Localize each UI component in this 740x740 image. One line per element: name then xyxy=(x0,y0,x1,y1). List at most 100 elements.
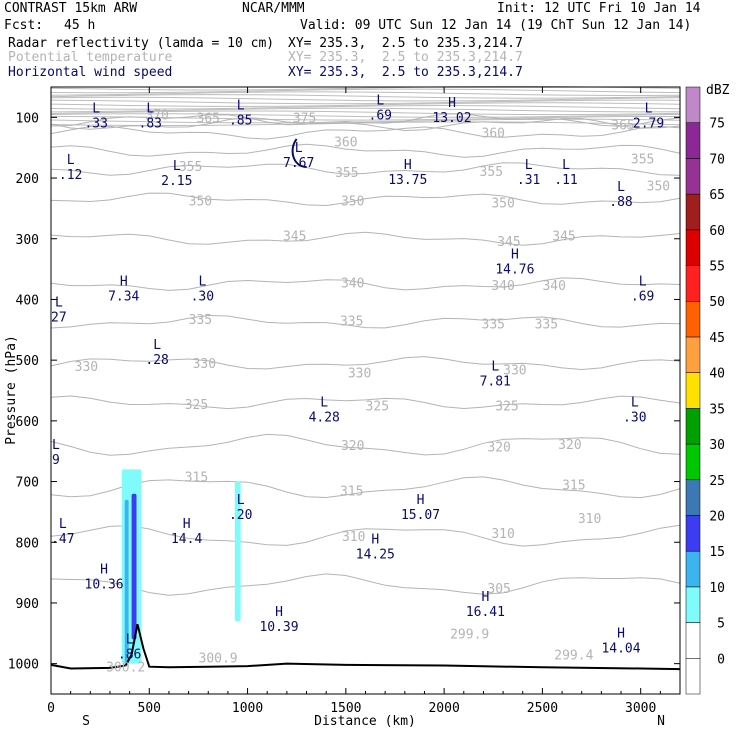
x-tick-label: 2000 xyxy=(428,701,459,716)
x-tick-label: 2500 xyxy=(527,701,558,716)
colorbar-swatch xyxy=(685,443,701,481)
wind-extremum-type: H xyxy=(417,493,425,508)
theta-label: 320 xyxy=(341,439,364,454)
wind-extremum-value: 14.04 xyxy=(601,641,640,656)
theta-label: 355 xyxy=(179,160,202,175)
north-end-label: N xyxy=(657,714,665,729)
colorbar-label: 15 xyxy=(709,545,725,560)
colorbar-swatch xyxy=(685,193,701,231)
colorbar-label: 40 xyxy=(709,367,725,382)
theta-label: 300.2 xyxy=(106,661,145,676)
colorbar-unit: dBZ xyxy=(706,83,730,98)
colorbar-swatch xyxy=(685,86,701,123)
y-tick-label: 400 xyxy=(16,293,39,308)
colorbar-label: 55 xyxy=(709,260,725,275)
wind-extremum-type: L xyxy=(237,493,245,508)
forecast-label: Fcst: xyxy=(4,18,44,33)
wind-extremum-type: H xyxy=(371,532,379,547)
theta-contours xyxy=(50,85,681,596)
wind-extremum-value: 13.75 xyxy=(388,173,427,188)
theta-label: 325 xyxy=(366,400,389,415)
colorbar-label: 10 xyxy=(709,581,725,596)
wind-extremum-type: H xyxy=(404,158,412,173)
wind-extremum-type: H xyxy=(448,96,456,111)
wind-extremum-value: .30 xyxy=(191,289,214,304)
theta-label: 355 xyxy=(335,166,358,181)
theta-labels: 375 370 365 365 360 360 355 355 355 355 350 350 350 3… xyxy=(75,108,670,675)
colorbar-label: 70 xyxy=(709,152,725,167)
x-axis-label: Distance (km) xyxy=(314,714,416,729)
wind-extremum-value: .69 xyxy=(631,289,654,304)
theta-contour xyxy=(50,125,681,140)
wind-extremum-value: 2.79 xyxy=(633,116,664,131)
colorbar-swatch xyxy=(685,479,701,516)
colorbar-swatch xyxy=(685,122,701,159)
wind-extremum-type: L xyxy=(525,158,533,173)
wind-extremum-type: L xyxy=(645,101,653,116)
colorbar-swatch xyxy=(685,658,701,695)
theta-contour xyxy=(50,433,681,456)
wind-extremum-type: L xyxy=(173,159,181,174)
x-tick-label: 1000 xyxy=(232,701,263,716)
field-name-theta: Potential temperature xyxy=(8,50,173,65)
theta-contour-upper xyxy=(50,99,681,105)
wind-extremum-value: 16.41 xyxy=(466,605,505,620)
theta-label: 330 xyxy=(193,357,216,372)
theta-label: 340 xyxy=(491,279,514,294)
wind-extremum-value: 7.67 xyxy=(283,156,314,171)
colorbar-swatch xyxy=(685,336,701,373)
x-tick-label: 500 xyxy=(138,701,161,716)
axes: 0 500 1000 1500 2000 2500 3000 100 200 300 400 500 6… xyxy=(8,87,680,716)
y-tick-label: 700 xyxy=(16,476,39,491)
colorbar-label: 0 xyxy=(717,652,725,667)
terrain-line xyxy=(50,623,681,671)
colorbar-label: 35 xyxy=(709,402,725,417)
colorbar-label: 25 xyxy=(709,474,725,489)
theta-label: 315 xyxy=(340,485,363,500)
wind-extremum-type: L xyxy=(617,180,625,195)
wind-extremum-type: L xyxy=(52,438,60,453)
theta-label: 320 xyxy=(558,438,581,453)
theta-contour xyxy=(50,277,681,291)
theta-label: 305 xyxy=(487,582,510,597)
theta-label: 340 xyxy=(341,276,364,291)
wind-extremum-type: H xyxy=(183,517,191,532)
theta-label: 350 xyxy=(491,196,514,211)
y-tick-label: 200 xyxy=(16,172,39,187)
wind-extremum-value: 14.76 xyxy=(495,263,534,278)
reflectivity-cell xyxy=(131,493,137,640)
theta-label: 335 xyxy=(535,318,558,333)
wind-extremum-type: L xyxy=(198,274,206,289)
wind-extremum-type: L xyxy=(237,98,245,113)
theta-contour-upper xyxy=(50,102,681,107)
theta-contour-upper xyxy=(50,110,681,116)
theta-contour xyxy=(50,113,681,127)
model-title: CONTRAST 15km ARW xyxy=(4,1,138,16)
colorbar-label: 65 xyxy=(709,188,725,203)
wind-extremum-type: L xyxy=(295,141,303,156)
wind-extremum-value: 10.36 xyxy=(85,578,124,593)
wind-extremum-value: 7.81 xyxy=(480,374,511,389)
wind-extremum-type: L xyxy=(320,396,328,411)
wind-extremum-type: L xyxy=(562,158,570,173)
wind-extremum-value: .69 xyxy=(369,108,392,123)
reflectivity-shading xyxy=(121,469,241,664)
theta-label: 350 xyxy=(189,195,212,210)
theta-label: 299.4 xyxy=(554,649,593,664)
reflectivity-cell xyxy=(234,481,241,622)
wind-extremum-value: 13.02 xyxy=(432,111,471,126)
theta-label: 315 xyxy=(185,471,208,486)
theta-contour-upper xyxy=(50,104,681,110)
reflectivity-cell xyxy=(124,499,129,664)
y-tick-label: 600 xyxy=(16,415,39,430)
valid-time: Valid: 09 UTC Sun 12 Jan 14 (19 ChT Sun … xyxy=(300,18,692,33)
wind-extremum-type: L xyxy=(146,101,154,116)
y-tick-label: 300 xyxy=(16,233,39,248)
theta-contour xyxy=(50,314,681,329)
theta-label: 335 xyxy=(340,315,363,330)
wind-extremum-value: .86 xyxy=(118,647,141,662)
theta-label: 300.9 xyxy=(199,652,238,667)
wind-extremum-value: .12 xyxy=(59,168,82,183)
wind-extremum-value: .11 xyxy=(554,173,577,188)
